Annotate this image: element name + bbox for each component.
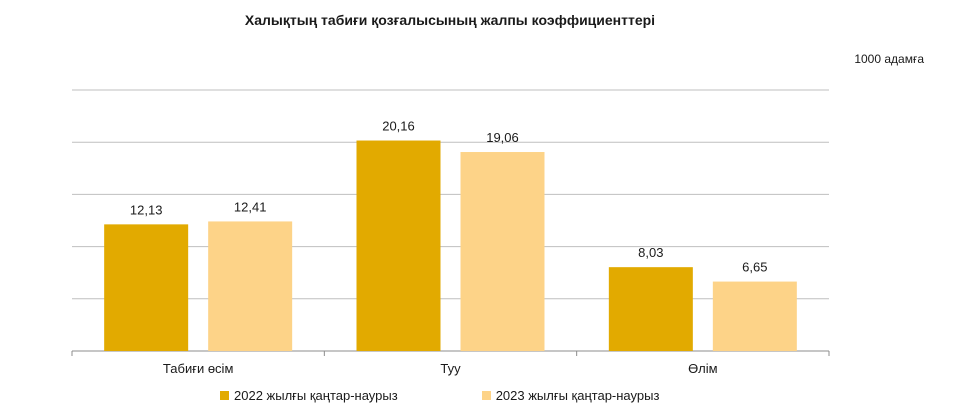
data-label: 12,41 bbox=[234, 199, 267, 214]
unit-label: 1000 адамға bbox=[854, 52, 924, 66]
bar bbox=[356, 140, 441, 351]
data-label: 19,06 bbox=[486, 130, 519, 145]
data-label: 12,13 bbox=[130, 202, 163, 217]
bar-chart: 12,13 12,41 Табиғи өсім 20,16 19,06 Туу 8,03 6,… bbox=[71, 89, 830, 376]
legend: 2022 жылғы қаңтар-наурыз 2023 жылғы қаңт… bbox=[220, 388, 659, 403]
legend-label-2022: 2022 жылғы қаңтар-наурыз bbox=[234, 388, 398, 403]
legend-item-2022: 2022 жылғы қаңтар-наурыз bbox=[220, 388, 398, 403]
bar bbox=[208, 221, 293, 351]
data-label: 6,65 bbox=[742, 260, 767, 275]
x-tick-label: Табиғи өсім bbox=[163, 361, 234, 376]
legend-label-2023: 2023 жылғы қаңтар-наурыз bbox=[495, 388, 660, 403]
legend-swatch-2023 bbox=[481, 391, 491, 400]
bar bbox=[608, 267, 693, 351]
legend-swatch-2022 bbox=[220, 391, 229, 400]
bar bbox=[460, 152, 545, 351]
x-tick-label: Өлім bbox=[688, 361, 718, 376]
x-tick-label: Туу bbox=[440, 361, 461, 376]
chart-title: Халықтың табиғи қозғалысының жалпы коэфф… bbox=[244, 12, 656, 28]
data-label: 20,16 bbox=[382, 119, 415, 134]
bar bbox=[104, 224, 189, 351]
bar bbox=[712, 281, 797, 351]
data-label: 8,03 bbox=[638, 245, 663, 260]
legend-item-2023: 2023 жылғы қаңтар-наурыз bbox=[481, 388, 660, 403]
